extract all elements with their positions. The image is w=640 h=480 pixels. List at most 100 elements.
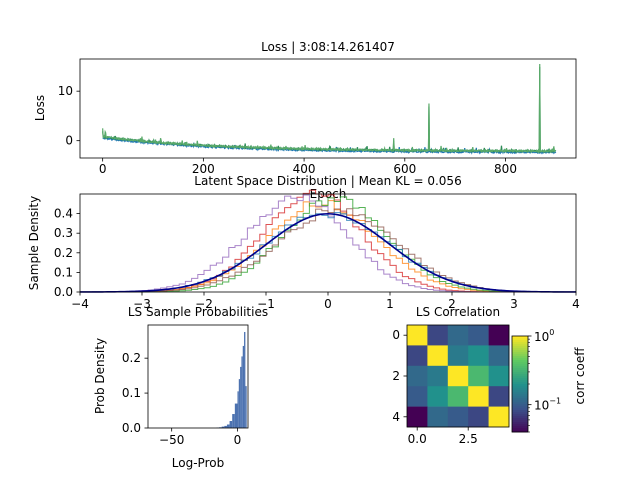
latent-xtick-label: 0 (324, 297, 332, 311)
ls-corr-cell (407, 365, 428, 387)
ls-corr-cell (427, 365, 449, 387)
latent-ytick-label: 0.4 (54, 207, 73, 221)
colorbar-tick-exponent: −1 (549, 397, 561, 406)
ls-prob-axes-frame (147, 324, 249, 429)
colorbar-segment (512, 398, 528, 401)
ls-corr-cell (447, 345, 469, 367)
ls-prob-bar (245, 386, 247, 428)
loss-xtick-label: 600 (393, 162, 416, 176)
ls-prob-bar (221, 426, 225, 428)
latent-ytick-label: 0.0 (54, 285, 73, 299)
latent-title: Latent Space Distribution | Mean KL = 0.… (194, 174, 461, 188)
ls-prob-ylabel: Prob Density (93, 338, 107, 414)
ls-corr-ytick-label: 2 (392, 369, 400, 383)
ls-prob-bar (226, 424, 230, 428)
colorbar-segment (512, 350, 528, 353)
colorbar-segment (512, 336, 528, 339)
loss-ticks: 0 200 400 600 800 0 10 (58, 84, 517, 176)
colorbar-segment (512, 430, 528, 433)
colorbar-segment (512, 344, 528, 347)
colorbar-segment (512, 394, 528, 397)
ls-corr-cell (447, 365, 469, 387)
ls-corr-cell (488, 325, 510, 346)
colorbar-segment (512, 422, 528, 425)
colorbar-segment (512, 360, 528, 363)
loss-panel: Loss | 3:08:14.261407 Loss Epoch 0 200 400… (33, 40, 577, 201)
ls-corr-ticks: 0.0 2.5 0 2 4 (392, 328, 477, 446)
ls-prob-bar (224, 425, 227, 428)
ls-prob-bar (238, 379, 241, 428)
colorbar-segment (512, 412, 528, 415)
ls-corr-cell (488, 386, 510, 407)
colorbar-segment (512, 382, 528, 385)
colorbar-segment (512, 386, 528, 389)
colorbar-segment (512, 356, 528, 359)
colorbar-segment (512, 358, 528, 361)
colorbar-segment (512, 420, 528, 423)
colorbar-segment (512, 390, 528, 393)
ls-corr-cell (488, 365, 510, 387)
latent-xtick-label: −4 (71, 297, 89, 311)
latent-ytick-label: 0.3 (54, 226, 73, 240)
ls-prob-bar (241, 356, 243, 428)
ls-prob-xlabel: Log-Prob (172, 456, 224, 470)
ls-corr-cell (407, 406, 428, 428)
colorbar-segment (512, 374, 528, 377)
colorbar-segment (512, 346, 528, 349)
colorbar-segment (512, 366, 528, 369)
colorbar-segment (512, 428, 528, 431)
colorbar-segment (512, 348, 528, 351)
loss-xtick-label: 800 (494, 162, 517, 176)
latent-xtick-label: −3 (133, 297, 151, 311)
colorbar-segment (512, 354, 528, 357)
latent-reference-curve (80, 213, 576, 293)
ls-prob-ytick-label: 0.2 (122, 351, 141, 365)
ls-corr-title: LS Correlation (416, 305, 500, 319)
colorbar-segment (512, 376, 528, 379)
colorbar-segment (512, 338, 528, 341)
colorbar-label: corr coeff (573, 347, 587, 405)
colorbar-segment (512, 364, 528, 367)
ls-corr-xtick-label: 2.5 (459, 432, 478, 446)
colorbar-tick-exponent: 0 (549, 328, 554, 337)
ls-corr-cell (427, 406, 449, 428)
colorbar-segment (512, 424, 528, 427)
ls-corr-ytick-label: 0 (392, 328, 400, 342)
colorbar-segment (512, 384, 528, 387)
ls-corr-cell (427, 386, 449, 407)
latent-xtick-label: 2 (448, 297, 456, 311)
loss-ytick-label: 10 (58, 84, 73, 98)
ls-corr-cell (447, 325, 469, 346)
ls-prob-bar (232, 414, 235, 428)
ls-prob-bar (240, 366, 242, 428)
ls-prob-bar (237, 391, 239, 428)
ls-corr-heatmap (407, 325, 510, 428)
latent-xtick-label: −2 (195, 297, 213, 311)
colorbar-segment (512, 388, 528, 391)
ls-corr-cell (407, 325, 428, 346)
ls-prob-plot-area (216, 331, 247, 428)
loss-xtick-label: 200 (192, 162, 215, 176)
ls-corr-cell (468, 365, 489, 387)
ls-corr-cell (468, 406, 489, 428)
ls-corr-cell (447, 406, 469, 428)
colorbar-segment (512, 342, 528, 345)
loss-xtick-label: 400 (293, 162, 316, 176)
colorbar-segment (512, 352, 528, 355)
ls-corr-cell (407, 386, 428, 407)
colorbar-segment (512, 416, 528, 419)
latent-axes-frame (79, 193, 577, 293)
ls-prob-panel: LS Sample Probabilities Prob Density Log… (93, 305, 268, 470)
latent-ticks: −4 −3 −2 −1 0 1 2 3 4 0.0 0.1 0.2 0.3 0.4 (54, 207, 580, 311)
ls-corr-cell (468, 386, 489, 407)
loss-ytick-label: 0 (65, 134, 73, 148)
colorbar-segment (512, 408, 528, 411)
ls-corr-cell (468, 325, 489, 346)
loss-ylabel: Loss (33, 95, 47, 121)
colorbar-segment (512, 404, 528, 407)
ls-corr-cell (447, 386, 469, 407)
ls-prob-ytick-label: 0.1 (122, 386, 141, 400)
ls-prob-xtick-label: 0 (234, 433, 242, 447)
